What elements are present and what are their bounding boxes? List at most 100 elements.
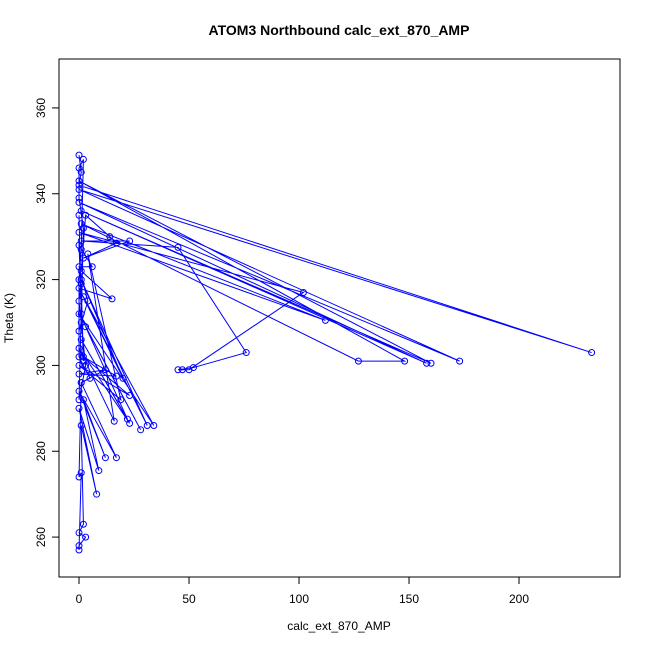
- point: [143, 422, 151, 430]
- point: [174, 243, 182, 251]
- point: [185, 366, 193, 374]
- point: [137, 426, 145, 434]
- x-tick-label: 0: [76, 592, 83, 606]
- point: [75, 297, 83, 305]
- chart-title: ATOM3 Northbound calc_ext_870_AMP: [209, 22, 470, 38]
- x-tick-label: 200: [509, 592, 529, 606]
- point: [75, 404, 83, 412]
- x-tick-label: 100: [289, 592, 309, 606]
- x-tick-label: 50: [182, 592, 196, 606]
- point: [75, 185, 83, 193]
- point: [150, 422, 158, 430]
- point: [88, 263, 96, 271]
- point: [401, 357, 409, 365]
- point: [75, 198, 83, 206]
- point: [112, 239, 120, 247]
- point: [321, 316, 329, 324]
- point: [82, 361, 90, 369]
- point: [108, 295, 116, 303]
- point: [77, 237, 85, 245]
- point: [101, 454, 109, 462]
- point: [75, 387, 83, 395]
- point: [77, 276, 85, 284]
- point: [75, 276, 83, 284]
- point: [126, 419, 134, 427]
- point: [126, 391, 134, 399]
- point: [77, 220, 85, 228]
- point: [79, 353, 87, 361]
- point: [189, 364, 197, 372]
- y-tick-label: 260: [34, 527, 48, 547]
- point: [178, 366, 186, 374]
- point: [79, 357, 87, 365]
- point: [77, 267, 85, 275]
- point: [84, 297, 92, 305]
- point: [77, 336, 85, 344]
- point: [354, 357, 362, 365]
- point: [75, 529, 83, 537]
- point: [77, 280, 85, 288]
- point: [101, 366, 109, 374]
- y-tick-label: 320: [34, 269, 48, 289]
- point: [79, 155, 87, 163]
- point: [93, 490, 101, 498]
- point: [75, 473, 83, 481]
- point: [77, 379, 85, 387]
- point: [84, 250, 92, 258]
- point: [117, 396, 125, 404]
- point: [106, 233, 114, 241]
- point: [299, 288, 307, 296]
- point: [75, 151, 83, 159]
- y-tick-label: 300: [34, 355, 48, 375]
- point: [174, 366, 182, 374]
- point: [79, 520, 87, 528]
- point: [77, 246, 85, 254]
- point: [82, 533, 90, 541]
- point: [112, 372, 120, 380]
- point: [82, 211, 90, 219]
- point: [75, 327, 83, 335]
- point: [75, 263, 83, 271]
- x-axis-label: calc_ext_870_AMP: [287, 619, 390, 633]
- point: [112, 454, 120, 462]
- point: [75, 284, 83, 292]
- y-tick-label: 360: [34, 98, 48, 118]
- y-tick-label: 280: [34, 441, 48, 461]
- point: [77, 319, 85, 327]
- y-tick-label: 340: [34, 183, 48, 203]
- series-line: [78, 155, 592, 550]
- point: [456, 357, 464, 365]
- point: [79, 224, 87, 232]
- point: [75, 211, 83, 219]
- point: [75, 546, 83, 554]
- point: [82, 323, 90, 331]
- plot-box: [58, 58, 621, 578]
- point: [75, 164, 83, 172]
- point: [77, 422, 85, 430]
- point: [423, 359, 431, 367]
- point: [242, 349, 250, 357]
- point: [75, 396, 83, 404]
- point: [86, 374, 94, 382]
- point: [95, 467, 103, 475]
- point: [75, 181, 83, 189]
- point: [77, 207, 85, 215]
- y-axis-label: Theta (K): [2, 293, 16, 343]
- point: [79, 254, 87, 262]
- point: [75, 177, 83, 185]
- point: [123, 415, 131, 423]
- point: [77, 168, 85, 176]
- point: [119, 374, 127, 382]
- point: [75, 228, 83, 236]
- point: [75, 344, 83, 352]
- point: [75, 310, 83, 318]
- point: [427, 359, 435, 367]
- point: [588, 349, 596, 357]
- point: [75, 241, 83, 249]
- point: [75, 370, 83, 378]
- point: [77, 469, 85, 477]
- point: [75, 542, 83, 550]
- point: [79, 396, 87, 404]
- point: [79, 293, 87, 301]
